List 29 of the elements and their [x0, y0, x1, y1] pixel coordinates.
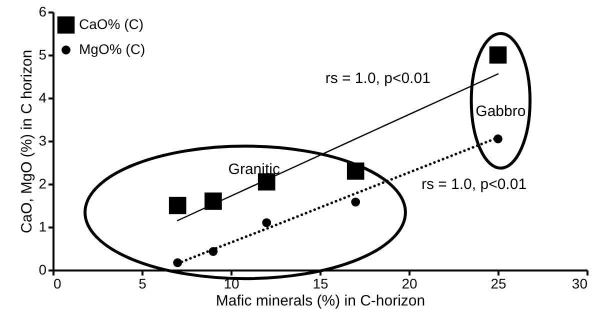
x-axis-title: Mafic minerals (%) in C-horizon: [216, 292, 426, 310]
point: [168, 196, 186, 214]
point: [494, 134, 502, 144]
x-tick-label: 5: [138, 276, 147, 292]
x-tick-label: 30: [572, 276, 588, 292]
legend-label: MgO% (C): [79, 41, 146, 57]
annotation: Gabbro: [476, 102, 526, 120]
annotation: Granitic: [228, 160, 280, 178]
x-tick-label: 0: [54, 276, 62, 292]
x-tick-label: 15: [312, 276, 328, 292]
y-tick-label: 4: [38, 90, 47, 106]
legend-label: CaO% (C): [79, 16, 144, 32]
y-tick-label: 6: [38, 4, 47, 20]
y-tick-label: 0: [38, 262, 47, 278]
x-tick-label: 20: [402, 276, 418, 292]
point: [351, 198, 360, 207]
point: [204, 192, 222, 210]
point: [262, 218, 272, 228]
y-axis-title: CaO, MgO (%) in C horizon: [18, 50, 36, 234]
y-tick-label: 1: [38, 218, 47, 234]
y-tick-label: 2: [38, 176, 47, 192]
x-tick-label: 25: [490, 276, 506, 292]
point: [346, 162, 364, 180]
annotation: rs = 1.0, p<0.01: [325, 70, 430, 87]
point: [258, 173, 276, 191]
point: [489, 46, 507, 64]
annotation: rs = 1.0, p<0.01: [421, 176, 527, 193]
y-tick-label: 3: [38, 132, 47, 148]
y-tick-label: 5: [38, 46, 47, 62]
